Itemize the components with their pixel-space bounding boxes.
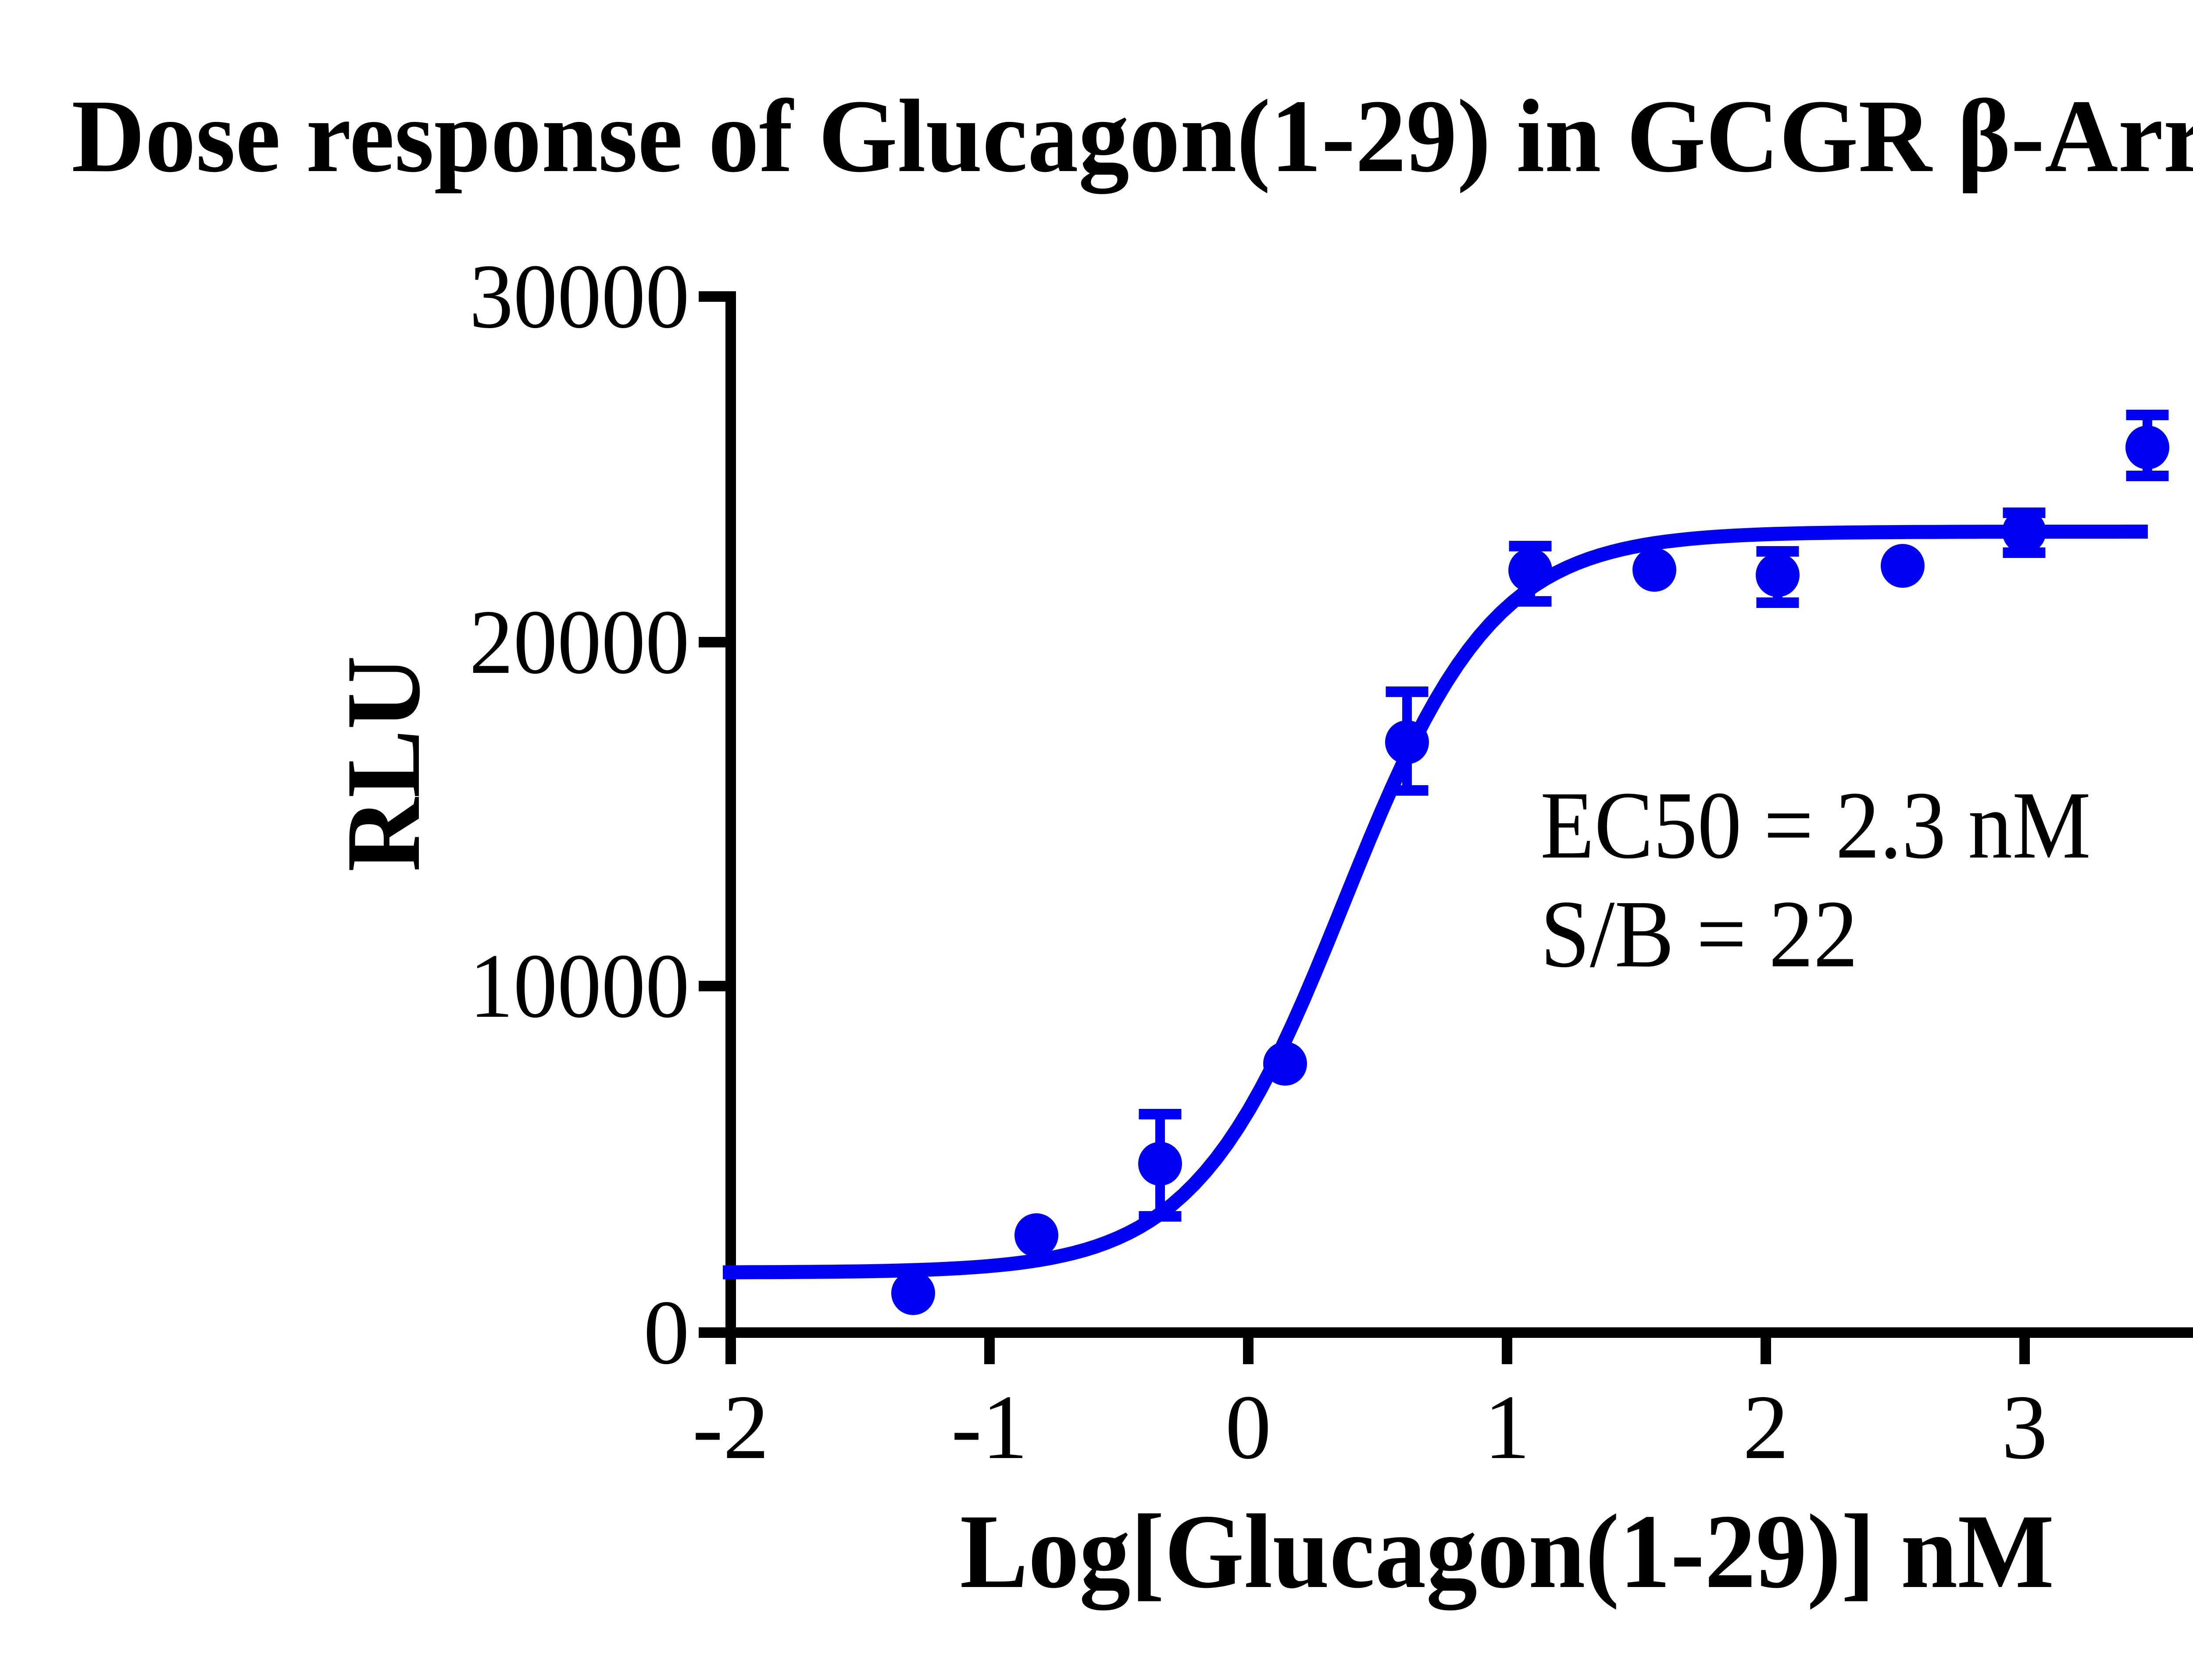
svg-text:0: 0 <box>643 1282 689 1383</box>
svg-text:1: 1 <box>1484 1376 1530 1478</box>
svg-text:0: 0 <box>1225 1376 1272 1478</box>
svg-text:30000: 30000 <box>469 246 689 347</box>
svg-text:Log[Glucagon(1-29)] nM: Log[Glucagon(1-29)] nM <box>960 1493 2054 1610</box>
svg-text:EC50 = 2.3 nM: EC50 = 2.3 nM <box>1540 772 2091 879</box>
svg-text:3: 3 <box>2002 1376 2048 1478</box>
svg-text:-1: -1 <box>951 1376 1028 1478</box>
svg-text:2: 2 <box>1743 1376 1789 1478</box>
svg-text:-2: -2 <box>693 1376 769 1478</box>
svg-text:RLU: RLU <box>325 656 442 872</box>
svg-text:10000: 10000 <box>469 935 689 1037</box>
svg-text:Dose response of Glucagon(1-29: Dose response of Glucagon(1-29) in GCGR … <box>71 79 2193 194</box>
svg-text:20000: 20000 <box>469 591 689 693</box>
svg-text:S/B = 22: S/B = 22 <box>1540 880 1858 987</box>
